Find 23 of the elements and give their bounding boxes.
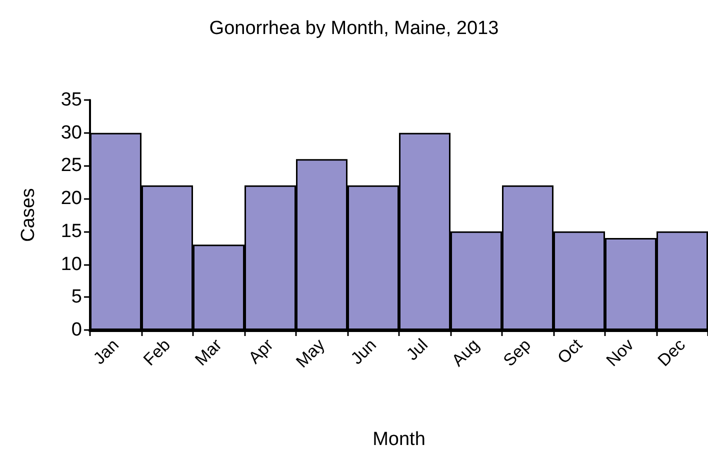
y-tick-label: 15 bbox=[60, 220, 82, 242]
x-tick-label: Oct bbox=[554, 335, 586, 368]
x-tick-label: Jul bbox=[402, 335, 432, 364]
y-tick-label: 10 bbox=[60, 254, 82, 275]
y-axis-title: Cases bbox=[18, 188, 39, 242]
chart-title: Gonorrhea by Month, Maine, 2013 bbox=[209, 18, 499, 39]
x-axis-title: Month bbox=[372, 429, 426, 450]
x-tick-label: Aug bbox=[448, 335, 483, 370]
y-tick-label: 25 bbox=[60, 155, 82, 176]
x-tick-label: Nov bbox=[602, 334, 638, 370]
y-tick-label: 20 bbox=[60, 188, 82, 210]
x-tick-label: Jun bbox=[347, 335, 380, 368]
x-tick-label: Sep bbox=[500, 335, 534, 370]
y-tick-label: 0 bbox=[71, 320, 82, 340]
y-tick-label: 35 bbox=[60, 90, 82, 110]
y-tick-label: 5 bbox=[71, 286, 82, 308]
x-tick-label: Dec bbox=[654, 334, 690, 370]
x-tick-label: Apr bbox=[244, 335, 278, 368]
x-tick-label: Jan bbox=[90, 335, 122, 368]
x-tick-label: Feb bbox=[140, 335, 174, 370]
y-tick-label: 30 bbox=[60, 122, 82, 144]
x-tick-label: May bbox=[292, 334, 329, 372]
x-tick-label: Mar bbox=[191, 335, 226, 370]
